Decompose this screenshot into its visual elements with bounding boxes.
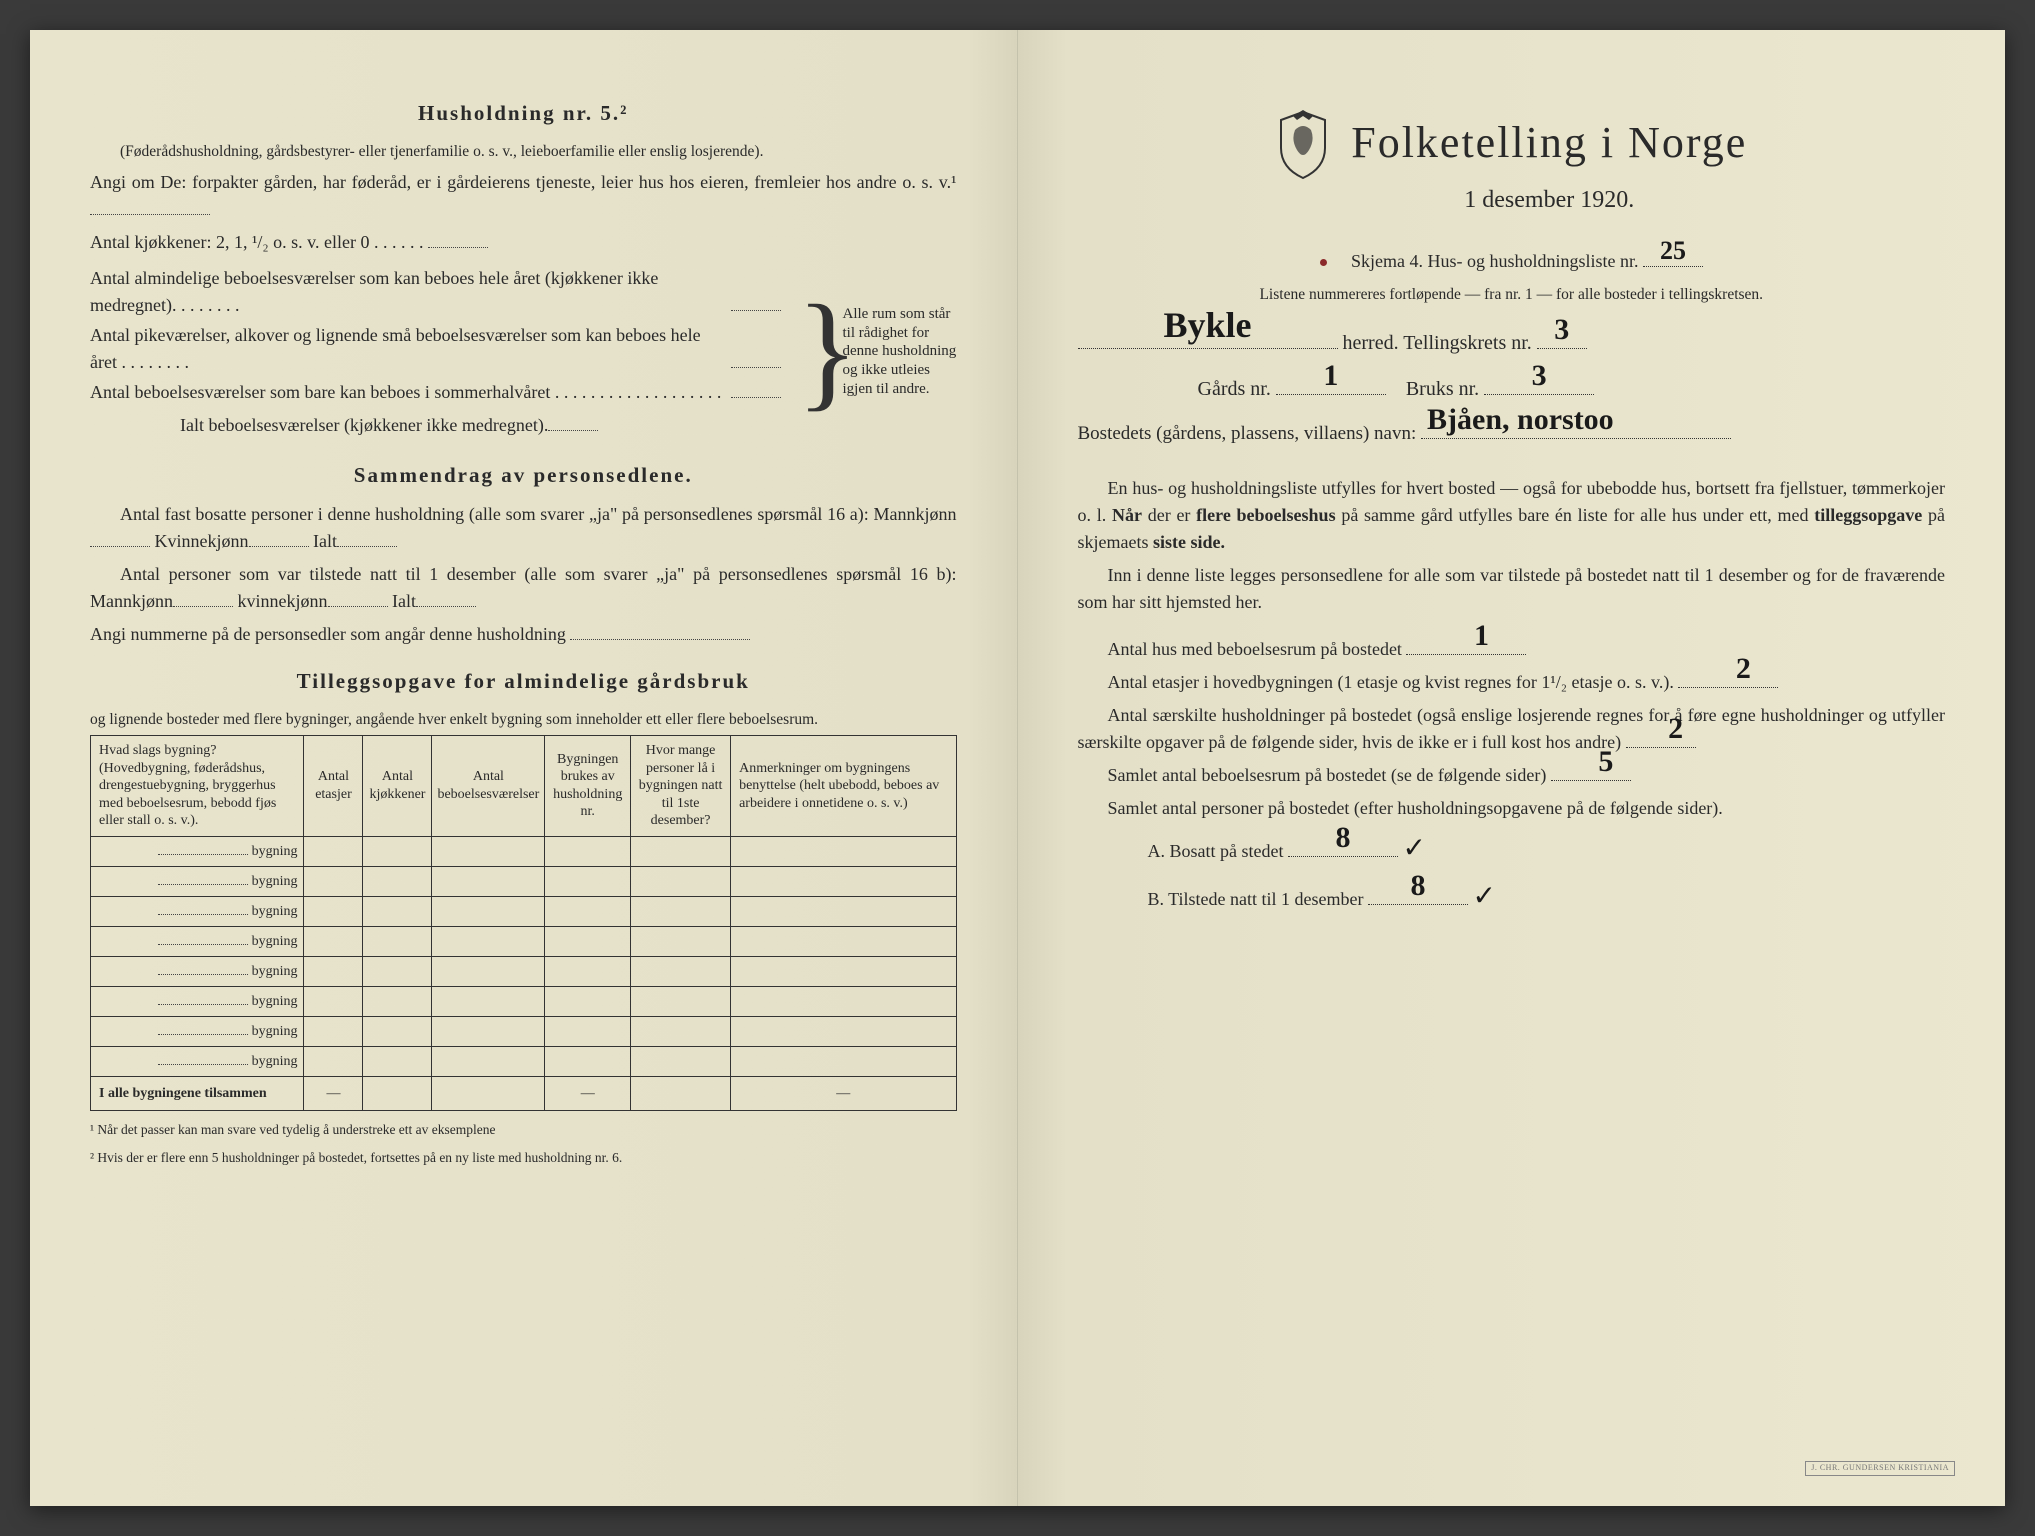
q4-line: Samlet antal beboelsesrum på bostedet (s… — [1078, 762, 1946, 789]
kitchens-line: Antal kjøkkener: 2, 1, ¹/₂ o. s. v. elle… — [90, 229, 957, 256]
col-bygning: Hvad slags bygning? (Hovedbygning, føder… — [91, 736, 304, 837]
q2-line: Antal etasjer i hovedbygningen (1 etasje… — [1078, 669, 1946, 696]
intro-blank — [90, 214, 210, 215]
gards-label: Gårds nr. — [1198, 378, 1271, 400]
q4-label: Samlet antal beboelsesrum på bostedet (s… — [1108, 765, 1547, 785]
title-block: Folketelling i Norge 1 desember 1920. — [1078, 110, 1946, 240]
coat-of-arms-icon — [1275, 110, 1331, 180]
check-mark-a: ✓ — [1402, 833, 1425, 864]
rooms-row-2: Antal pikeværelser, alkover og lignende … — [90, 322, 819, 376]
q3-label: Antal særskilte husholdninger på bostede… — [1078, 705, 1946, 752]
gards-field: 1 — [1276, 394, 1386, 395]
table-header-row: Hvad slags bygning? (Hovedbygning, føder… — [91, 736, 957, 837]
table-row: bygning — [91, 956, 957, 986]
red-dot-icon — [1320, 259, 1327, 266]
col-brukes: Bygningen brukes av husholdning nr. — [545, 736, 631, 837]
bruks-field: 3 — [1484, 394, 1594, 395]
intro-text: Angi om De: forpakter gården, har føderå… — [90, 169, 957, 223]
summary-line-2: Antal personer som var tilstede natt til… — [90, 561, 957, 615]
qb-line: B. Tilstede natt til 1 desember 8 ✓ — [1078, 876, 1946, 918]
para-1: En hus- og husholdningsliste utfylles fo… — [1078, 475, 1946, 556]
col-etasjer: Antal etasjer — [304, 736, 363, 837]
document-spread: Husholdning nr. 5.² (Føderådshusholdning… — [30, 30, 2005, 1506]
tillegg-title: Tilleggsopgave for almindelige gårdsbruk — [90, 666, 957, 698]
footnote-2: ² Hvis der er flere enn 5 husholdninger … — [90, 1149, 957, 1167]
footnote-1: ¹ Når det passer kan man svare ved tydel… — [90, 1121, 957, 1139]
left-page: Husholdning nr. 5.² (Føderådshusholdning… — [30, 30, 1018, 1506]
krets-field: 3 — [1537, 348, 1587, 349]
rooms-block: Antal almindelige beboelsesværelser som … — [90, 262, 957, 442]
qa-line: A. Bosatt på stedet 8 ✓ — [1078, 828, 1946, 870]
bosted-line: Bostedets (gårdens, plassens, villaens) … — [1078, 420, 1946, 449]
q1-field: 1 — [1406, 654, 1526, 655]
table-total-row: I alle bygningene tilsammen ——— — [91, 1076, 957, 1110]
col-vaerelser: Antal beboelsesværelser — [432, 736, 545, 837]
main-title: Folketelling i Norge — [1351, 110, 1747, 176]
brace-icon: } — [819, 262, 837, 442]
col-kjokkener: Antal kjøkkener — [363, 736, 432, 837]
husholdning-heading: Husholdning nr. 5.² — [90, 98, 957, 130]
table-row: bygning — [91, 896, 957, 926]
intro-parenthetical: (Føderådshusholdning, gårdsbestyrer- ell… — [90, 140, 957, 163]
kitchens-blank — [428, 247, 488, 248]
right-page: Folketelling i Norge 1 desember 1920. Sk… — [1018, 30, 2006, 1506]
herred-field: Bykle — [1078, 348, 1338, 349]
col-personer: Hvor mange personer lå i bygningen natt … — [631, 736, 731, 837]
summary-line-1: Antal fast bosatte personer i denne hush… — [90, 501, 957, 555]
rooms-row-1: Antal almindelige beboelsesværelser som … — [90, 265, 819, 319]
printer-stamp: J. CHR. GUNDERSEN KRISTIANIA — [1805, 1461, 1955, 1476]
skjema-nr-field: 25 — [1643, 266, 1703, 267]
q1-label: Antal hus med beboelsesrum på bostedet — [1108, 639, 1402, 659]
tillegg-sub: og lignende bosteder med flere bygninger… — [90, 708, 957, 731]
rooms-row-4: Ialt beboelsesværelser (kjøkkener ikke m… — [180, 412, 819, 439]
qa-label: A. Bosatt på stedet — [1148, 841, 1284, 861]
qb-label: B. Tilstede natt til 1 desember — [1148, 889, 1364, 909]
qb-field: 8 — [1368, 904, 1468, 905]
subtitle: 1 desember 1920. — [1351, 182, 1747, 218]
table-row: bygning — [91, 836, 957, 866]
bosted-label: Bostedets (gårdens, plassens, villaens) … — [1078, 423, 1417, 444]
kitchens-label: Antal kjøkkener: 2, 1, ¹/₂ o. s. v. elle… — [90, 232, 423, 252]
q3-field: 2 — [1626, 747, 1696, 748]
qa-field: 8 — [1288, 856, 1398, 857]
skjema-label: Skjema 4. Hus- og husholdningsliste nr. — [1351, 251, 1639, 271]
table-row: bygning — [91, 1016, 957, 1046]
herred-label: herred. Tellingskrets nr. — [1343, 332, 1532, 354]
table-row: bygning — [91, 1046, 957, 1076]
q2-field: 2 — [1678, 687, 1778, 688]
col-anmerk: Anmerkninger om bygningens benyttelse (h… — [731, 736, 956, 837]
q5-line: Samlet antal personer på bostedet (efter… — [1078, 795, 1946, 822]
skjema-line: Skjema 4. Hus- og husholdningsliste nr. … — [1078, 248, 1946, 275]
bosted-field: Bjåen, norstoo — [1421, 438, 1731, 439]
q2-label: Antal etasjer i hovedbygningen (1 etasje… — [1108, 672, 1674, 692]
bygning-table: Hvad slags bygning? (Hovedbygning, føder… — [90, 735, 957, 1111]
q1-line: Antal hus med beboelsesrum på bostedet 1 — [1078, 636, 1946, 663]
sammendrag-title: Sammendrag av personsedlene. — [90, 460, 957, 492]
q4-field: 5 — [1551, 780, 1631, 781]
table-row: bygning — [91, 926, 957, 956]
check-mark-b: ✓ — [1473, 881, 1496, 912]
q3-line: Antal særskilte husholdninger på bostede… — [1078, 702, 1946, 756]
table-row: bygning — [91, 986, 957, 1016]
summary-line-3: Angi nummerne på de personsedler som ang… — [90, 621, 957, 648]
table-row: bygning — [91, 866, 957, 896]
brace-text: Alle rum som står til rådighet for denne… — [837, 262, 957, 442]
rooms-row-3: Antal beboelsesværelser som bare kan beb… — [90, 379, 819, 406]
intro-text-content: Angi om De: forpakter gården, har føderå… — [90, 172, 957, 192]
para-2: Inn i denne liste legges personsedlene f… — [1078, 562, 1946, 616]
